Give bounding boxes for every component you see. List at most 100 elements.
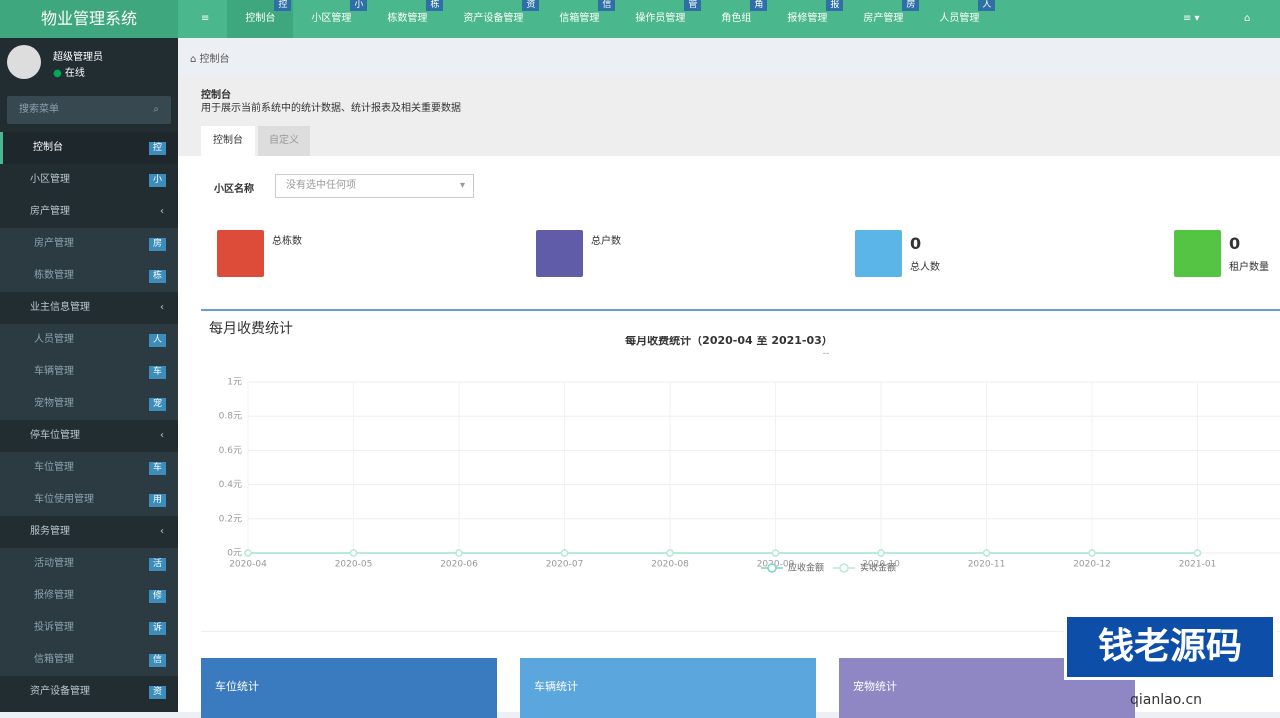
top-bar: 物业管理系统 ≡ 控制台 控 小区管理 小栋数管理 栋资产设备管理 资 信箱管理 信操作员管理 管… [0, 0, 1280, 38]
menu-label: 房产管理 [34, 238, 74, 249]
nav-badge: 小 [350, 0, 368, 11]
legend-label: 应收金额 [788, 562, 824, 574]
avatar [7, 45, 41, 79]
menu-item[interactable]: 资产设备管理 资 [0, 676, 178, 708]
menu-item[interactable]: 小区管理 小 [0, 164, 178, 196]
user-status-row: ● 在线 [53, 68, 85, 79]
nav-item[interactable]: 角色组 角 [703, 0, 769, 38]
submenu-item[interactable]: 宠物管理 宠 [0, 388, 178, 420]
stat-label: 租户数量 [1229, 262, 1269, 273]
submenu-item[interactable]: 车辆管理 车 [0, 356, 178, 388]
x-tick-label: 2020-06 [440, 560, 478, 570]
submenu-item[interactable]: 人员管理 人 [0, 324, 178, 356]
x-tick-label: 2020-11 [968, 560, 1006, 570]
filter-select[interactable]: 没有选中任何项 ▾ [275, 174, 474, 198]
nav-item[interactable]: 报修管理 报 [769, 0, 845, 38]
nav-item[interactable]: 资产设备管理 资 [445, 0, 541, 38]
header: 控制台 用于展示当前系统中的统计数据、统计报表及相关重要数据 控制台 自定义 [178, 76, 1280, 156]
menu-badge: 修 [148, 590, 166, 603]
tab[interactable]: 控制台 [201, 126, 255, 156]
menu-item[interactable]: 控制台 控 [0, 132, 178, 164]
menu-label: 人员管理 [34, 334, 74, 345]
nav-item[interactable]: 栋数管理 栋 [369, 0, 445, 38]
menu-badge: 用 [148, 494, 166, 507]
header-title: 控制台 [201, 90, 231, 101]
x-tick-label: 2020-07 [546, 560, 584, 570]
menu-toggle[interactable]: ≡ [201, 13, 210, 24]
submenu-item[interactable]: 报修管理 修 [0, 580, 178, 612]
x-tick-label: 2020-09 [757, 560, 795, 570]
nav-item[interactable]: 信箱管理 信 [541, 0, 617, 38]
watermark-url: qianlao.cn [1130, 692, 1203, 708]
user-name: 超级管理员 [53, 52, 103, 63]
nav-badge: 信 [598, 0, 616, 11]
menu-label: 车辆管理 [34, 366, 74, 377]
stat-value: 0 [1229, 234, 1241, 253]
menu-label: 车位使用管理 [34, 494, 94, 505]
home-icon[interactable]: ⌂ [1244, 13, 1251, 24]
nav-label: 小区管理 [311, 13, 352, 24]
nav-label: 信箱管理 [559, 13, 600, 24]
chart: 每月收费统计（2020-04 至 2021-03） -- 0元 0.2元 0.4元 0.6… [219, 336, 1280, 574]
nav-item[interactable]: 人员管理 人 [921, 0, 997, 38]
nav-item[interactable]: 控制台 控 [227, 0, 294, 38]
menu-label: 活动管理 [34, 558, 74, 569]
nav-item[interactable]: 操作员管理 管 [617, 0, 703, 38]
app-title[interactable]: 物业管理系统 [0, 0, 178, 38]
watermark: 钱老源码 qianlao.cn [1060, 604, 1280, 712]
data-point [982, 549, 991, 557]
data-point [349, 549, 358, 557]
expand-icon: ‹ [160, 526, 164, 537]
divider [201, 309, 1280, 311]
divider [201, 631, 1280, 632]
y-tick-label: 0元 [227, 549, 242, 559]
filter-label: 小区名称 [214, 184, 254, 195]
submenu-item[interactable]: 房产管理 房 [0, 228, 178, 260]
stat-card[interactable]: 车辆统计 [520, 658, 816, 718]
y-tick-label: 0.8元 [219, 412, 242, 422]
nav-label: 人员管理 [939, 13, 980, 24]
y-tick-label: 0.6元 [219, 446, 242, 456]
data-point [1193, 549, 1202, 557]
menu-item[interactable]: 业主信息管理 ‹ [0, 292, 178, 324]
legend-marker [839, 563, 849, 573]
submenu-item[interactable]: 车位使用管理 用 [0, 484, 178, 516]
submenu-item[interactable]: 车位管理 车 [0, 452, 178, 484]
submenu-item[interactable]: 栋数管理 栋 [0, 260, 178, 292]
submenu-item[interactable]: 活动管理 活 [0, 548, 178, 580]
stat-card[interactable]: 车位统计 [201, 658, 497, 718]
menu-badge: 活 [148, 558, 166, 571]
stat-icon [1174, 230, 1221, 277]
menu-label: 信箱管理 [34, 654, 74, 665]
section-title: 每月收费统计 [209, 321, 293, 337]
expand-icon: ‹ [160, 430, 164, 441]
nav-label: 房产管理 [863, 13, 904, 24]
submenu-item[interactable]: 投诉管理 诉 [0, 612, 178, 644]
nav-label: 操作员管理 [635, 13, 686, 24]
menu-item[interactable]: 房产管理 ‹ [0, 196, 178, 228]
breadcrumb[interactable]: ⌂ 控制台 [190, 54, 230, 65]
filter-placeholder: 没有选中任何项 [286, 180, 356, 191]
nav-item[interactable]: 小区管理 小 [293, 0, 369, 38]
search-box[interactable]: 搜索菜单 ⌕ [7, 96, 171, 124]
menu-badge: 资 [148, 686, 166, 699]
nav-badge: 房 [902, 0, 920, 11]
menu-badge: 控 [148, 142, 166, 155]
menu-icon[interactable]: ≡ ▾ [1183, 13, 1200, 24]
x-tick-label: 2021-01 [1179, 560, 1217, 570]
nav-badge: 管 [684, 0, 702, 11]
x-tick-label: 2020-10 [862, 560, 900, 570]
nav-label: 报修管理 [787, 13, 828, 24]
menu-item[interactable]: 停车位管理 ‹ [0, 420, 178, 452]
submenu-item[interactable]: 信箱管理 信 [0, 644, 178, 676]
sidebar-menu: 控制台控小区管理小房产管理 ‹ 房产管理房栋数管理栋业主信息管理 ‹ 人员管理人车辆管理… [0, 132, 178, 708]
x-tick-label: 2020-08 [651, 560, 689, 570]
nav-item[interactable]: 房产管理 房 [845, 0, 921, 38]
sidebar: 超级管理员 ● 在线 搜索菜单 ⌕ 控制台控小区管理小房产管理 ‹ 房产管理房栋数管理… [0, 38, 178, 712]
legend-marker [767, 563, 777, 573]
menu-label: 停车位管理 [30, 430, 80, 441]
menu-label: 小区管理 [30, 174, 70, 185]
menu-item[interactable]: 服务管理 ‹ [0, 516, 178, 548]
data-point [1088, 549, 1096, 557]
tab[interactable]: 自定义 [258, 126, 310, 156]
